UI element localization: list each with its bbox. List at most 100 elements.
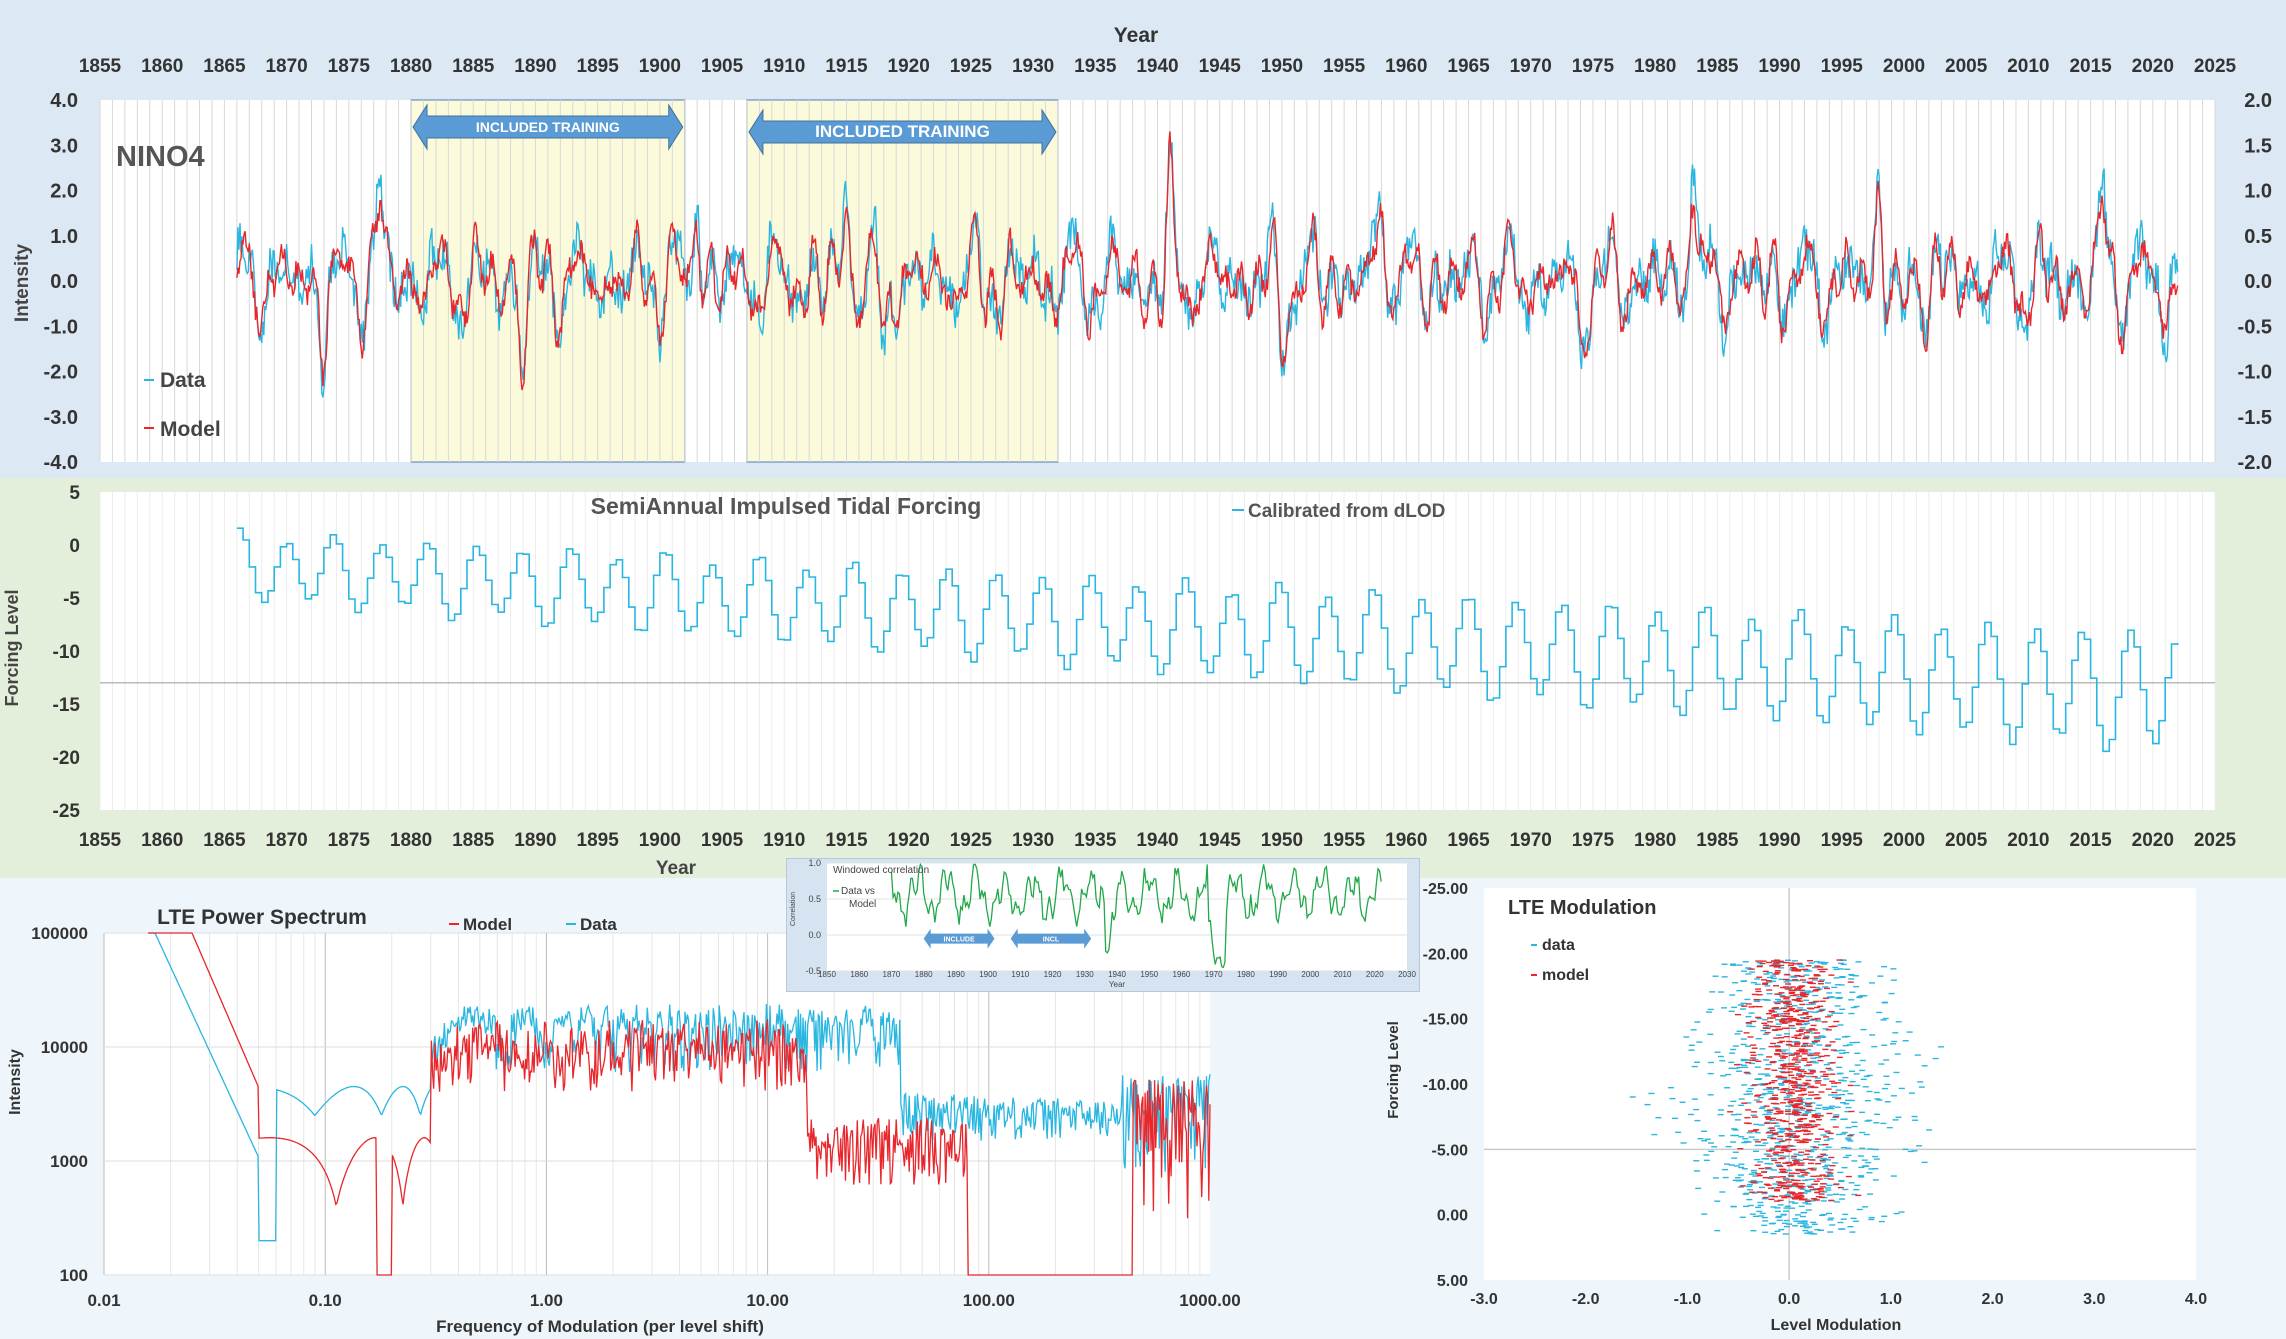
forcing-x-tick-label: 1930	[1012, 830, 1054, 851]
nino4-y2-tick-label: 0.0	[2244, 271, 2272, 293]
correlation-x-tick-label: 1920	[1044, 970, 1062, 979]
modulation-plot-area	[1484, 888, 2196, 1280]
training-label: INCLUDED TRAINING	[476, 119, 620, 135]
correlation-chart: -0.5 0.0 0.5 1.0 1850 1860 1870 1880 1890 1900 19…	[790, 859, 1416, 989]
forcing-x-tick-label: 1865	[203, 830, 246, 851]
modulation-y-tick-label: 5.00	[1437, 1273, 1468, 1290]
correlation-x-tick-label: 2010	[1334, 970, 1352, 979]
modulation-legend-model: model	[1542, 967, 1589, 984]
correlation-x-axis-title: Year	[1109, 980, 1126, 989]
nino4-x-tick-label: 2000	[1883, 56, 1925, 77]
nino4-x-tick-label: 1875	[328, 56, 371, 77]
forcing-y-tick-label: -15	[53, 695, 81, 716]
nino4-y-tick-label: 1.0	[50, 226, 78, 248]
nino4-y-tick-label: 4.0	[50, 90, 78, 112]
nino4-chart: 1855 1860 1865 1870 1875 1880 1885 1890 1895 1900…	[12, 24, 2272, 474]
nino4-y2-tick-label: 1.5	[2244, 135, 2272, 157]
forcing-y-axis-title: Forcing Level	[2, 589, 22, 706]
nino4-y-tick-label: 0.0	[50, 271, 78, 293]
nino4-x-tick-label: 2015	[2069, 56, 2112, 77]
modulation-x-tick-label: 2.0	[1981, 1291, 2003, 1308]
modulation-x-axis-title: Level Modulation	[1771, 1317, 1902, 1334]
forcing-x-tick-label: 1950	[1261, 830, 1303, 851]
correlation-legend-line1: Data vs	[841, 886, 875, 897]
forcing-x-tick-label: 1860	[141, 830, 183, 851]
nino4-x-tick-label: 1960	[1385, 56, 1427, 77]
correlation-x-tick-label: 1950	[1140, 970, 1158, 979]
spectrum-x-axis-title: Frequency of Modulation (per level shift…	[436, 1317, 764, 1336]
forcing-title: SemiAnnual Impulsed Tidal Forcing	[591, 493, 982, 519]
modulation-legend-data: data	[1542, 937, 1575, 954]
correlation-series-line	[890, 862, 1382, 969]
forcing-x-tick-label: 1885	[452, 830, 495, 851]
correlation-x-tick-label: 1980	[1237, 970, 1255, 979]
spectrum-y-axis-title: Intensity	[7, 1049, 24, 1115]
correlation-inset: -0.5 0.0 0.5 1.0 1850 1860 1870 1880 1890 1900 19…	[786, 858, 1420, 992]
spectrum-x-tick-label: 0.01	[87, 1291, 120, 1310]
forcing-x-tick-label: 2020	[2132, 830, 2174, 851]
modulation-x-tick-label: 0.0	[1778, 1291, 1800, 1308]
nino4-x-tick-label: 1975	[1572, 56, 1615, 77]
modulation-chart: -3.0 -2.0 -1.0 0.0 1.0 2.0 3.0 4.0 5.00 0.00 -5.0…	[1385, 881, 2207, 1334]
correlation-training-arrow	[1010, 928, 1092, 949]
correlation-y-axis-title: Correlation	[790, 892, 797, 926]
spectrum-title: LTE Power Spectrum	[157, 906, 367, 929]
nino4-y2-tick-label: -1.5	[2238, 407, 2272, 429]
correlation-arrow-label: INCL	[1043, 937, 1060, 944]
nino4-x-tick-label: 1895	[577, 56, 620, 77]
spectrum-model-series-line	[148, 932, 1211, 1276]
modulation-x-tick-label: 4.0	[2185, 1291, 2207, 1308]
modulation-x-tick-label: 3.0	[2083, 1291, 2105, 1308]
forcing-x-tick-label: 2005	[1945, 830, 1988, 851]
correlation-x-tick-label: 1940	[1108, 970, 1126, 979]
nino4-x-tick-label: 1915	[825, 56, 868, 77]
correlation-y-tick-label: 1.0	[808, 859, 821, 868]
modulation-y-axis-title: Forcing Level	[1385, 1021, 1402, 1119]
nino4-x-tick-label: 1940	[1136, 56, 1178, 77]
forcing-x-tick-label: 1890	[514, 830, 556, 851]
correlation-y-tick-label: 0.5	[808, 894, 821, 904]
nino4-y2-tick-label: 0.5	[2244, 226, 2272, 248]
spectrum-x-tick-label: 1000.00	[1179, 1291, 1240, 1310]
forcing-x-tick-label: 1965	[1447, 830, 1490, 851]
forcing-x-tick-label: 1870	[265, 830, 307, 851]
forcing-x-tick-label: 1945	[1199, 830, 1242, 851]
nino4-x-tick-label: 1925	[950, 56, 993, 77]
modulation-x-tick-label: -3.0	[1470, 1291, 1498, 1308]
training-arrow-2	[748, 108, 1057, 156]
modulation-y-tick-label: -15.00	[1423, 1012, 1468, 1029]
nino4-x-tick-label: 2025	[2194, 56, 2237, 77]
forcing-y-tick-label: -20	[53, 748, 80, 769]
nino4-x-tick-label: 1965	[1447, 56, 1490, 77]
modulation-y-tick-label: -20.00	[1423, 946, 1468, 963]
correlation-y-tick-label: -0.5	[805, 966, 821, 976]
correlation-x-tick-label: 2030	[1398, 970, 1416, 979]
nino4-x-tick-label: 1900	[639, 56, 681, 77]
forcing-x-tick-label: 2015	[2069, 830, 2112, 851]
nino4-x-tick-label: 1905	[701, 56, 744, 77]
forcing-x-tick-label: 1905	[701, 830, 744, 851]
nino4-x-axis-title: Year	[1114, 24, 1158, 47]
forcing-y-tick-label: 5	[69, 483, 80, 504]
forcing-x-tick-label: 2025	[2194, 830, 2237, 851]
nino4-y2-tick-label: -1.0	[2238, 362, 2272, 384]
correlation-x-tick-label: 1960	[1173, 970, 1191, 979]
forcing-chart: 1855 1860 1865 1870 1875 1880 1885 1890 1895 1900…	[2, 483, 2237, 878]
nino4-x-tick-label: 1980	[1634, 56, 1676, 77]
forcing-x-tick-label: 1910	[763, 830, 805, 851]
spectrum-data-series-line	[148, 932, 1211, 1242]
forcing-x-tick-label: 1975	[1572, 830, 1615, 851]
nino4-x-tick-label: 1950	[1261, 56, 1303, 77]
forcing-x-tick-label: 1980	[1634, 830, 1676, 851]
forcing-x-tick-label: 1970	[1510, 830, 1552, 851]
training-label: INCLUDED TRAINING	[815, 122, 990, 141]
correlation-training-arrow	[923, 928, 995, 949]
forcing-x-tick-label: 1875	[328, 830, 371, 851]
nino4-y-tick-label: 2.0	[50, 181, 78, 203]
correlation-x-tick-label: 1930	[1076, 970, 1094, 979]
forcing-x-tick-label: 1960	[1385, 830, 1427, 851]
forcing-x-tick-label: 1940	[1136, 830, 1178, 851]
forcing-x-tick-label: 1955	[1323, 830, 1366, 851]
nino4-y-tick-label: -3.0	[44, 407, 78, 429]
spectrum-y-tick-label: 10000	[41, 1038, 88, 1057]
